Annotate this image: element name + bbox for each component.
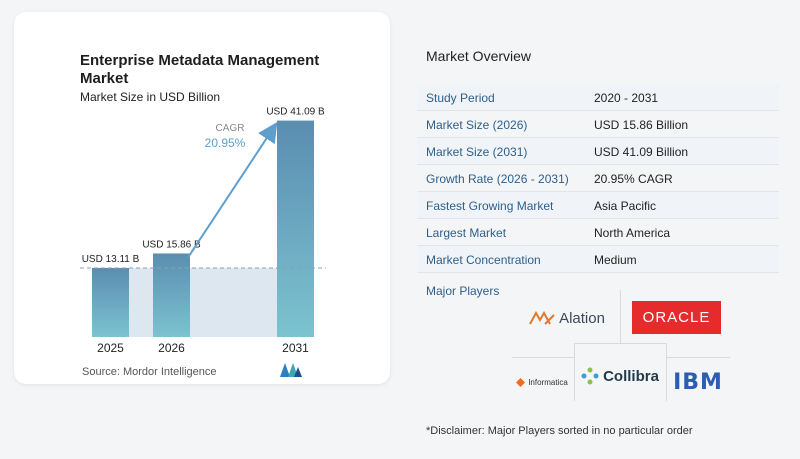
- source-text: Source: Mordor Intelligence: [82, 366, 217, 378]
- overview-row: Largest Market North America: [417, 219, 779, 246]
- overview-label: Market Concentration: [426, 253, 541, 267]
- mordor-logo-icon: [279, 362, 303, 383]
- cagr-value: 20.95%: [205, 136, 246, 150]
- overview-row: Market Size (2026) USD 15.86 Billion: [417, 111, 779, 138]
- grid-divider: [574, 343, 666, 344]
- overview-label: Fastest Growing Market: [426, 199, 554, 213]
- informatica-name: Informatica: [528, 377, 568, 387]
- ibm-logo: IBM: [672, 369, 724, 395]
- overview-value: USD 41.09 Billion: [594, 145, 689, 159]
- x-tick-label: 2026: [158, 341, 185, 355]
- informatica-logo: Informatica: [512, 374, 572, 390]
- cagr-arrow: [187, 121, 278, 259]
- overview-value: USD 15.86 Billion: [594, 118, 689, 132]
- grid-divider: [620, 290, 621, 344]
- overview-label: Study Period: [426, 91, 495, 105]
- overview-label: Growth Rate (2026 - 2031): [426, 172, 569, 186]
- overview-title: Market Overview: [426, 48, 532, 64]
- alation-mark-icon: [529, 311, 555, 325]
- collibra-mark-icon: [581, 367, 599, 385]
- major-players-title: Major Players: [426, 284, 500, 298]
- overview-value: Asia Pacific: [594, 199, 657, 213]
- cagr-label: CAGR: [216, 123, 245, 134]
- bar-2026: [153, 253, 190, 337]
- overview-label: Largest Market: [426, 226, 507, 240]
- chart-subtitle: Market Size in USD Billion: [80, 90, 221, 104]
- overview-row: Market Concentration Medium: [417, 246, 779, 273]
- alation-name: Alation: [559, 309, 605, 327]
- grid-divider: [512, 357, 575, 358]
- oracle-logo: ORACLE: [632, 301, 721, 334]
- overview-label: Market Size (2031): [426, 145, 528, 159]
- overview-value: 2020 - 2031: [594, 91, 659, 105]
- collibra-logo: Collibra: [580, 363, 660, 389]
- oracle-name: ORACLE: [642, 309, 711, 326]
- bar-2031: [277, 120, 314, 337]
- overview-value: Medium: [594, 253, 637, 267]
- overview-row: Fastest Growing Market Asia Pacific: [417, 192, 779, 219]
- ibm-name: IBM: [673, 369, 723, 395]
- x-tick-label: 2031: [282, 341, 309, 355]
- grid-divider: [574, 343, 575, 401]
- informatica-mark-icon: [516, 377, 526, 387]
- overview-row: Growth Rate (2026 - 2031) 20.95% CAGR: [417, 165, 779, 192]
- disclaimer-text: *Disclaimer: Major Players sorted in no …: [426, 425, 693, 437]
- overview-value: 20.95% CAGR: [594, 172, 673, 186]
- overview-value: North America: [594, 226, 671, 240]
- overview-row: Study Period 2020 - 2031: [417, 84, 779, 111]
- chart-title: Enterprise Metadata Management Market: [80, 52, 320, 87]
- bar-2025: [92, 267, 129, 337]
- grid-divider: [666, 343, 667, 401]
- overview-row: Market Size (2031) USD 41.09 Billion: [417, 138, 779, 165]
- bar-value-label: USD 13.11 B: [82, 254, 140, 265]
- alation-logo: Alation: [520, 305, 614, 331]
- bar-value-label: USD 41.09 B: [266, 107, 325, 118]
- x-tick-label: 2025: [97, 341, 124, 355]
- grid-divider: [666, 357, 730, 358]
- collibra-name: Collibra: [603, 367, 659, 385]
- bar-value-label: USD 15.86 B: [142, 239, 201, 250]
- overview-label: Market Size (2026): [426, 118, 528, 132]
